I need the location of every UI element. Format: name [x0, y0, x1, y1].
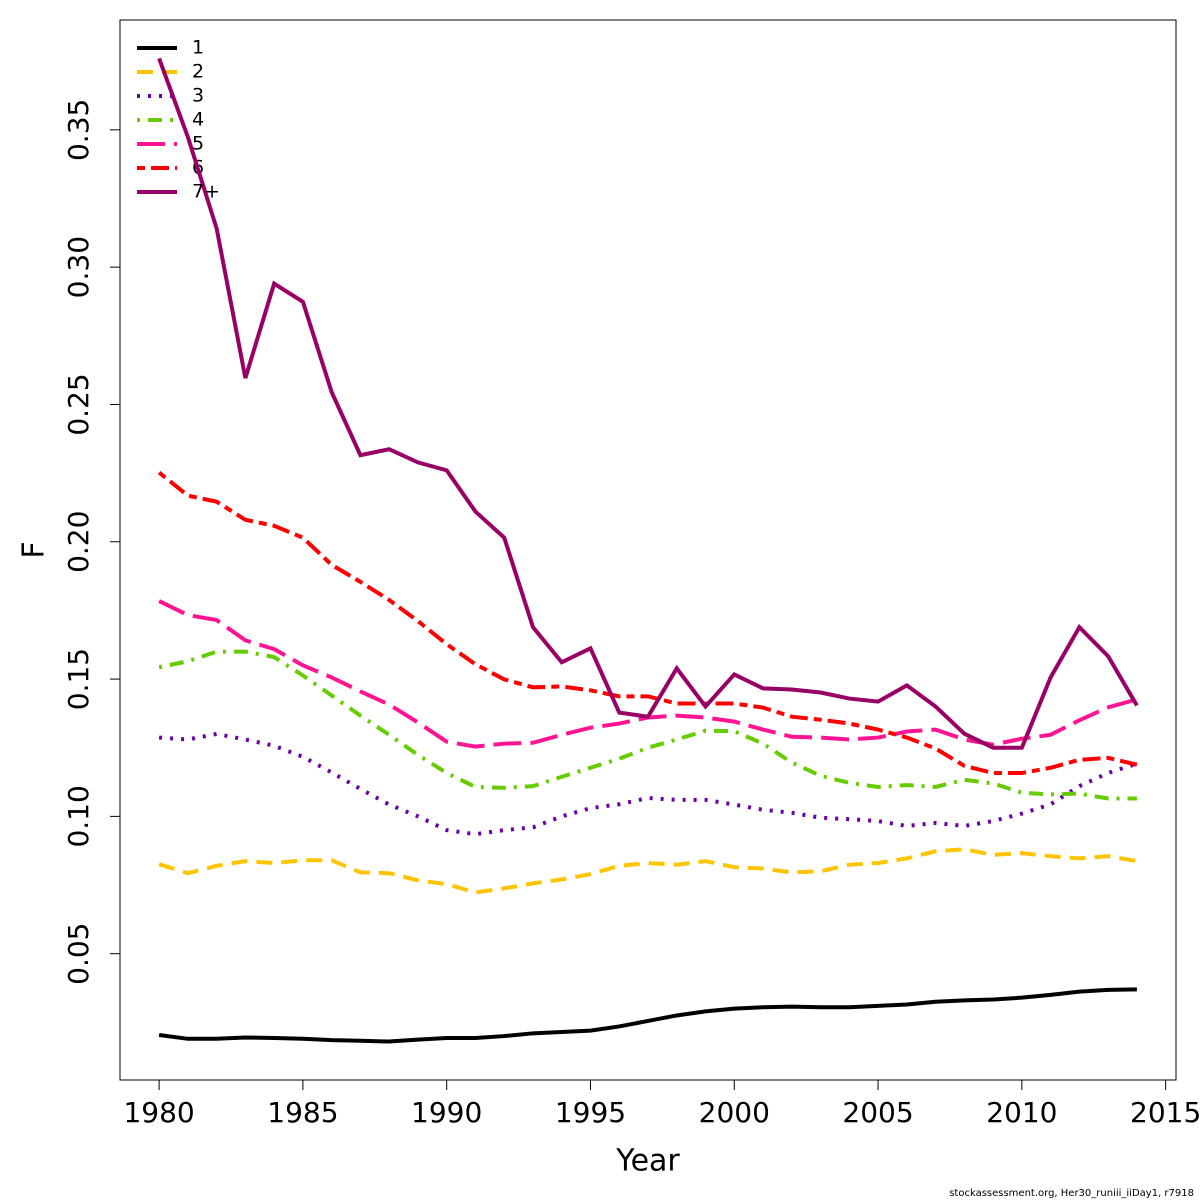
y-tick-label: 0.20	[62, 511, 95, 573]
x-tick-label: 2015	[1130, 1096, 1200, 1129]
y-tick-label: 0.30	[62, 236, 95, 298]
x-axis-title: Year	[615, 1144, 680, 1179]
legend-label: 2	[192, 61, 204, 83]
legend-label: 5	[192, 133, 204, 155]
series-line	[158, 987, 1137, 1044]
x-tick-label: 1980	[123, 1096, 194, 1129]
y-tick-label: 0.25	[62, 373, 95, 435]
x-tick-label: 1995	[555, 1096, 626, 1129]
legend-label: 1	[192, 37, 204, 59]
x-tick-label: 1985	[267, 1096, 338, 1129]
x-tick-label: 2000	[699, 1096, 770, 1129]
y-tick-label: 0.35	[62, 99, 95, 161]
footer: stockassessment.org, Her30_runiii_iiDay1…	[949, 1188, 1194, 1199]
y-tick-label: 0.15	[62, 648, 95, 710]
y-tick-label: 0.10	[62, 785, 95, 847]
y-axis-title: F	[17, 541, 52, 558]
series-line	[158, 731, 1138, 837]
legend-label: 3	[192, 85, 204, 107]
series-line	[157, 470, 1138, 775]
x-tick-label: 1990	[411, 1096, 482, 1129]
x-tick-label: 2005	[842, 1096, 913, 1129]
series-line	[158, 847, 1138, 895]
x-tick-label: 2010	[986, 1096, 1057, 1129]
y-tick-label: 0.05	[62, 923, 95, 985]
series-line	[157, 57, 1139, 750]
series-line	[158, 649, 1137, 801]
legend-label: 7+	[192, 181, 220, 203]
series-line	[158, 599, 1138, 749]
plot-box	[119, 19, 1177, 1081]
legend-label: 4	[192, 109, 204, 131]
